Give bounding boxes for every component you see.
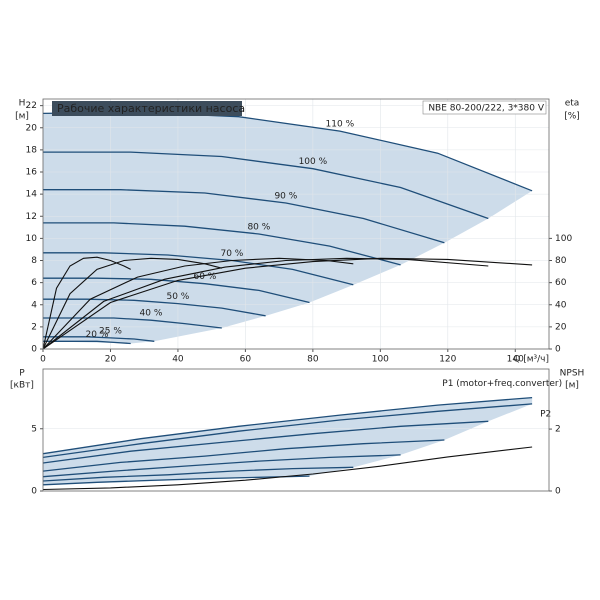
curve-label: 80 % — [247, 222, 270, 232]
y2-tick-label: 40 — [555, 300, 567, 310]
y2-axis-unit: [м] — [565, 381, 579, 391]
y-axis-unit: [м] — [15, 112, 29, 122]
curve-label: 100 % — [299, 157, 328, 167]
secondary-curve — [43, 257, 489, 349]
curve — [43, 396, 533, 455]
curve-label: 50 % — [166, 292, 189, 302]
y2-tick-label: 0 — [555, 345, 561, 355]
x-tick-label: 80 — [307, 355, 319, 365]
y2-tick-label: 0 — [555, 487, 561, 497]
y-axis-label: H — [19, 99, 26, 109]
curve — [43, 336, 155, 342]
operating-range — [43, 397, 533, 485]
plot-frame — [42, 98, 550, 350]
chart-title: Рабочие характеристики насоса — [57, 102, 245, 115]
y2-tick-label: 60 — [555, 278, 567, 288]
secondary-curve — [43, 257, 222, 349]
y-tick-label: 6 — [31, 278, 37, 288]
curve — [43, 252, 354, 286]
curve-label: 60 % — [193, 272, 216, 282]
y2-axis-label: eta — [565, 99, 580, 109]
curve — [43, 222, 401, 266]
curve-label: P2 — [540, 409, 551, 419]
curve — [43, 454, 401, 478]
y-tick-label: 12 — [26, 212, 37, 222]
y-tick-label: 4 — [31, 300, 37, 310]
curve — [43, 420, 489, 464]
y-tick-label: 5 — [31, 424, 37, 434]
model-label: NBE 80-200/222, 3*380 V — [428, 104, 545, 114]
curve — [43, 189, 445, 244]
secondary-curve — [43, 257, 533, 349]
x-axis-label: Q [м³/ч] — [513, 355, 549, 365]
y-tick-label: 10 — [26, 234, 38, 244]
y-tick-label: 18 — [26, 145, 38, 155]
secondary-curve — [43, 257, 354, 349]
y-tick-label: 14 — [26, 190, 38, 200]
y-tick-label: 16 — [26, 168, 38, 178]
curve — [43, 151, 489, 220]
y2-axis-label: NPSH — [560, 369, 585, 379]
curve-label: 110 % — [326, 120, 355, 130]
x-tick-label: 60 — [240, 355, 252, 365]
y-tick-label: 2 — [31, 322, 37, 332]
y-tick-label: 8 — [31, 256, 37, 266]
y2-tick-label: 80 — [555, 256, 567, 266]
x-tick-label: 100 — [372, 355, 389, 365]
secondary-curve — [43, 256, 131, 349]
x-tick-label: 40 — [172, 355, 184, 365]
curve-label: 70 % — [220, 249, 243, 259]
y2-tick-label: 20 — [555, 322, 567, 332]
x-tick-label: 140 — [507, 355, 524, 365]
curve-label: P1 (motor+freq.converter) — [442, 379, 562, 389]
curve — [43, 340, 131, 345]
curve-label: 25 % — [99, 326, 122, 336]
curve-label: 90 % — [274, 191, 297, 201]
operating-range — [43, 112, 533, 344]
y-tick-label: 0 — [31, 345, 37, 355]
curve-label: 40 % — [140, 309, 163, 319]
x-tick-label: 120 — [439, 355, 456, 365]
title-box — [52, 101, 242, 116]
y-axis-label: P — [19, 369, 25, 379]
curve — [43, 466, 354, 482]
y2-tick-label: 2 — [555, 425, 561, 435]
curve — [43, 298, 266, 317]
curve — [43, 317, 222, 329]
model-box — [422, 100, 547, 115]
x-tick-label: 0 — [40, 355, 46, 365]
curve — [43, 475, 310, 486]
x-tick-label: 20 — [105, 355, 117, 365]
plot-frame — [42, 368, 550, 492]
y-tick-label: 20 — [26, 123, 38, 133]
y-tick-label: 0 — [31, 487, 37, 497]
y-axis-unit: [кВт] — [10, 381, 34, 391]
y-tick-label: 22 — [26, 101, 37, 111]
curve — [43, 403, 533, 459]
secondary-curve — [43, 446, 533, 491]
curve — [43, 439, 445, 472]
curve-label: 20 % — [86, 330, 109, 340]
y2-tick-label: 100 — [555, 234, 572, 244]
y2-axis-unit: [%] — [564, 112, 580, 122]
